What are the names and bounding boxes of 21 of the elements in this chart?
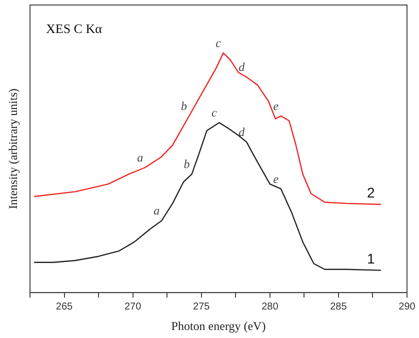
x-tick-label: 275 [193, 301, 210, 312]
x-tick-label: 280 [262, 301, 279, 312]
annotation: a [154, 204, 160, 218]
x-axis-title: Photon energy (eV) [171, 318, 266, 333]
annotation: e [273, 98, 280, 113]
series-label: 1 [367, 250, 376, 266]
annotation: c [216, 36, 222, 50]
series-label: 2 [367, 184, 376, 200]
y-axis-title: Intensity (arbitrary units) [6, 88, 20, 210]
chart-title: XES C Kα [46, 20, 102, 36]
annotation: c [212, 106, 218, 120]
annotation: b [184, 157, 190, 172]
annotation: e [273, 172, 280, 186]
annotation: a [137, 150, 144, 164]
annotation: d [238, 125, 246, 140]
x-tick-label: 265 [56, 301, 74, 312]
annotation: b [181, 98, 188, 113]
annotation: d [238, 60, 246, 74]
x-tick-label: 285 [330, 301, 348, 312]
x-tick-label: 270 [124, 301, 142, 312]
x-tick-label: 290 [398, 301, 416, 312]
